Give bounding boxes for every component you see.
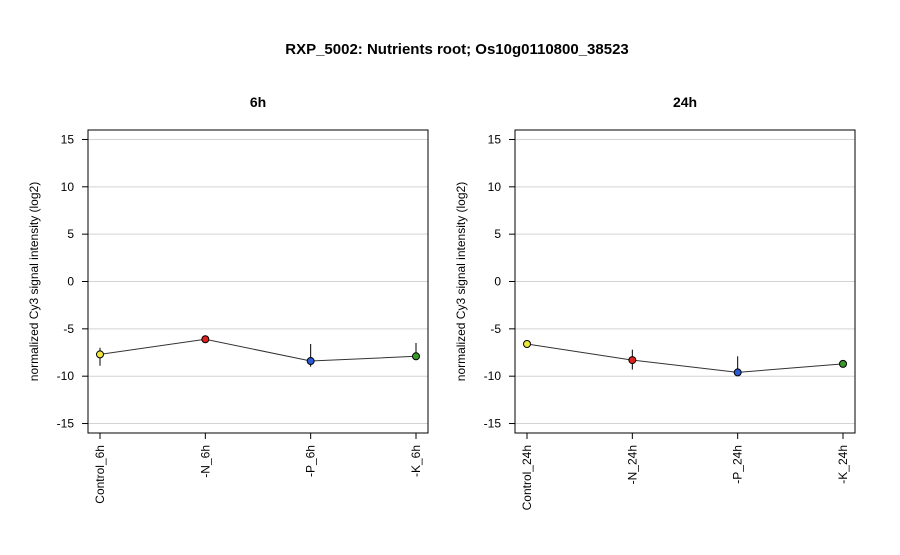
series-line xyxy=(526,343,844,373)
y-tick-label: -10 xyxy=(484,369,502,383)
y-tick-label: 0 xyxy=(67,275,74,289)
x-tick-label: -K_6h xyxy=(409,445,423,477)
y-tick-label: 0 xyxy=(494,275,501,289)
y-tick-label: -15 xyxy=(57,417,75,431)
y-tick-label: -15 xyxy=(484,417,502,431)
data-point xyxy=(523,339,531,348)
y-tick-label: 15 xyxy=(488,132,502,146)
series-line xyxy=(99,338,417,362)
data-point xyxy=(306,357,315,366)
y-tick-label: -10 xyxy=(57,369,75,383)
chart-panel-1: 6h -15 -10 -5 0 5 10 15 normalized Cy3 signal in… xyxy=(27,94,429,504)
data-point xyxy=(412,352,420,361)
data-point xyxy=(839,359,847,368)
y-tick-label: -5 xyxy=(63,322,74,336)
y-tick-label: -5 xyxy=(490,322,501,336)
data-point xyxy=(628,356,637,365)
chart-panel-2: 24h -15 -10 -5 0 5 10 15 normalized Cy3 signal i… xyxy=(454,94,856,510)
figure-title: RXP_5002: Nutrients root; Os10g0110800_3… xyxy=(285,41,629,58)
y-axis-label: normalized Cy3 signal intensity (log2) xyxy=(27,182,41,381)
y-tick-label: 10 xyxy=(488,180,502,194)
x-tick-label: Control_24h xyxy=(520,445,534,510)
y-tick-label: 10 xyxy=(61,180,75,194)
x-tick-label: -K_24h xyxy=(836,445,850,484)
x-tick-label: -N_6h xyxy=(198,445,212,478)
panel-title: 6h xyxy=(250,94,266,110)
y-axis-label: normalized Cy3 signal intensity (log2) xyxy=(454,182,468,381)
x-tick-label: -P_24h xyxy=(731,445,745,484)
data-point xyxy=(733,368,742,377)
y-tick-label: 5 xyxy=(494,227,501,241)
y-tick-label: 5 xyxy=(67,227,74,241)
panel-title: 24h xyxy=(673,94,697,110)
y-tick-label: 15 xyxy=(61,132,75,146)
data-point xyxy=(96,350,104,359)
x-tick-label: -N_24h xyxy=(625,445,639,484)
x-tick-label: Control_6h xyxy=(93,445,107,504)
x-tick-label: -P_6h xyxy=(304,445,318,477)
data-point xyxy=(201,335,210,344)
